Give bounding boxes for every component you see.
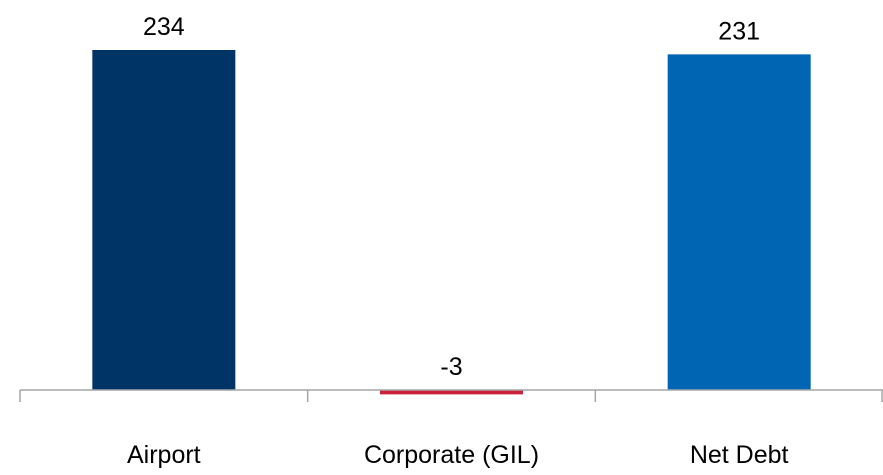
bar-0 [92, 50, 236, 390]
data-label-2: 231 [718, 17, 760, 45]
x-axis-ticks [19, 390, 883, 402]
data-labels-group: 234 -3 231 [143, 13, 760, 381]
bar-2 [667, 54, 811, 390]
bar-1 [380, 390, 523, 395]
x-tick-label-1: Corporate (GIL) [364, 441, 539, 469]
x-axis [19, 389, 883, 402]
x-tick-label-2: Net Debt [690, 441, 789, 469]
x-tick-labels-group: Airport Corporate (GIL) Net Debt [127, 441, 789, 469]
data-label-0: 234 [143, 13, 185, 41]
x-tick-label-0: Airport [127, 441, 201, 469]
bars-group [92, 50, 811, 395]
data-label-1: -3 [440, 353, 462, 381]
